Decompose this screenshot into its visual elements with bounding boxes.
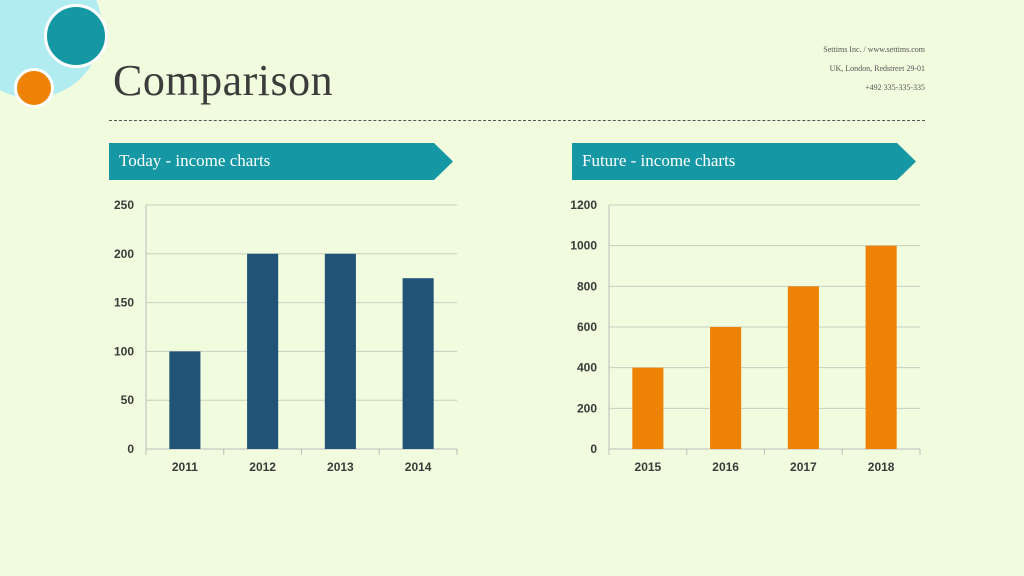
y-tick-label: 800 [577, 279, 597, 293]
y-tick-label: 0 [590, 442, 597, 456]
x-tick-label: 2017 [790, 460, 817, 474]
right-chart-title: Future - income charts [582, 151, 736, 170]
bar-2018 [865, 245, 897, 449]
bar-2015 [632, 367, 664, 449]
right-chart-banner: Future - income charts [572, 143, 916, 180]
contact-address: UK, London, Redstreet 29-01 [829, 64, 925, 73]
y-tick-label: 0 [127, 442, 134, 456]
contact-company: Settims Inc. / www.settims.com [823, 45, 925, 54]
x-tick-label: 2012 [249, 460, 276, 474]
banner-arrow-shape [109, 143, 453, 180]
y-tick-label: 100 [114, 344, 134, 358]
left-chart-title: Today - income charts [119, 151, 271, 170]
x-tick-label: 2018 [868, 460, 895, 474]
left-chart-banner: Today - income charts [109, 143, 453, 180]
banner-arrow-shape [572, 143, 916, 180]
y-tick-label: 250 [114, 198, 134, 212]
page-title: Comparison [113, 56, 334, 105]
y-tick-label: 150 [114, 296, 134, 310]
x-tick-label: 2011 [172, 460, 198, 474]
decorative-circle-teal [44, 4, 108, 68]
y-tick-label: 200 [577, 401, 597, 415]
y-tick-label: 400 [577, 361, 597, 375]
bar-2016 [710, 327, 742, 449]
y-tick-label: 600 [577, 320, 597, 334]
y-tick-label: 200 [114, 247, 134, 261]
bar-2017 [787, 286, 819, 449]
y-tick-label: 1000 [570, 239, 597, 253]
right-bar-chart: 0 200 400 600 800 1000 1200 2015 2016 2017 2018 [570, 198, 921, 474]
bar-2013 [324, 253, 356, 449]
y-tick-label: 1200 [570, 198, 597, 212]
x-tick-label: 2016 [712, 460, 739, 474]
bar-2014 [402, 278, 434, 449]
x-tick-label: 2015 [635, 460, 662, 474]
y-tick-label: 50 [121, 393, 135, 407]
x-tick-label: 2013 [327, 460, 354, 474]
left-bar-chart: 0 50 100 150 200 250 2011 2012 2013 2014 [114, 198, 458, 474]
bar-2012 [247, 253, 279, 449]
x-tick-label: 2014 [405, 460, 432, 474]
bar-2011 [169, 351, 201, 449]
contact-phone: +492 335-335-335 [865, 83, 925, 92]
decorative-circle-orange [14, 68, 54, 108]
header-divider [109, 120, 925, 121]
